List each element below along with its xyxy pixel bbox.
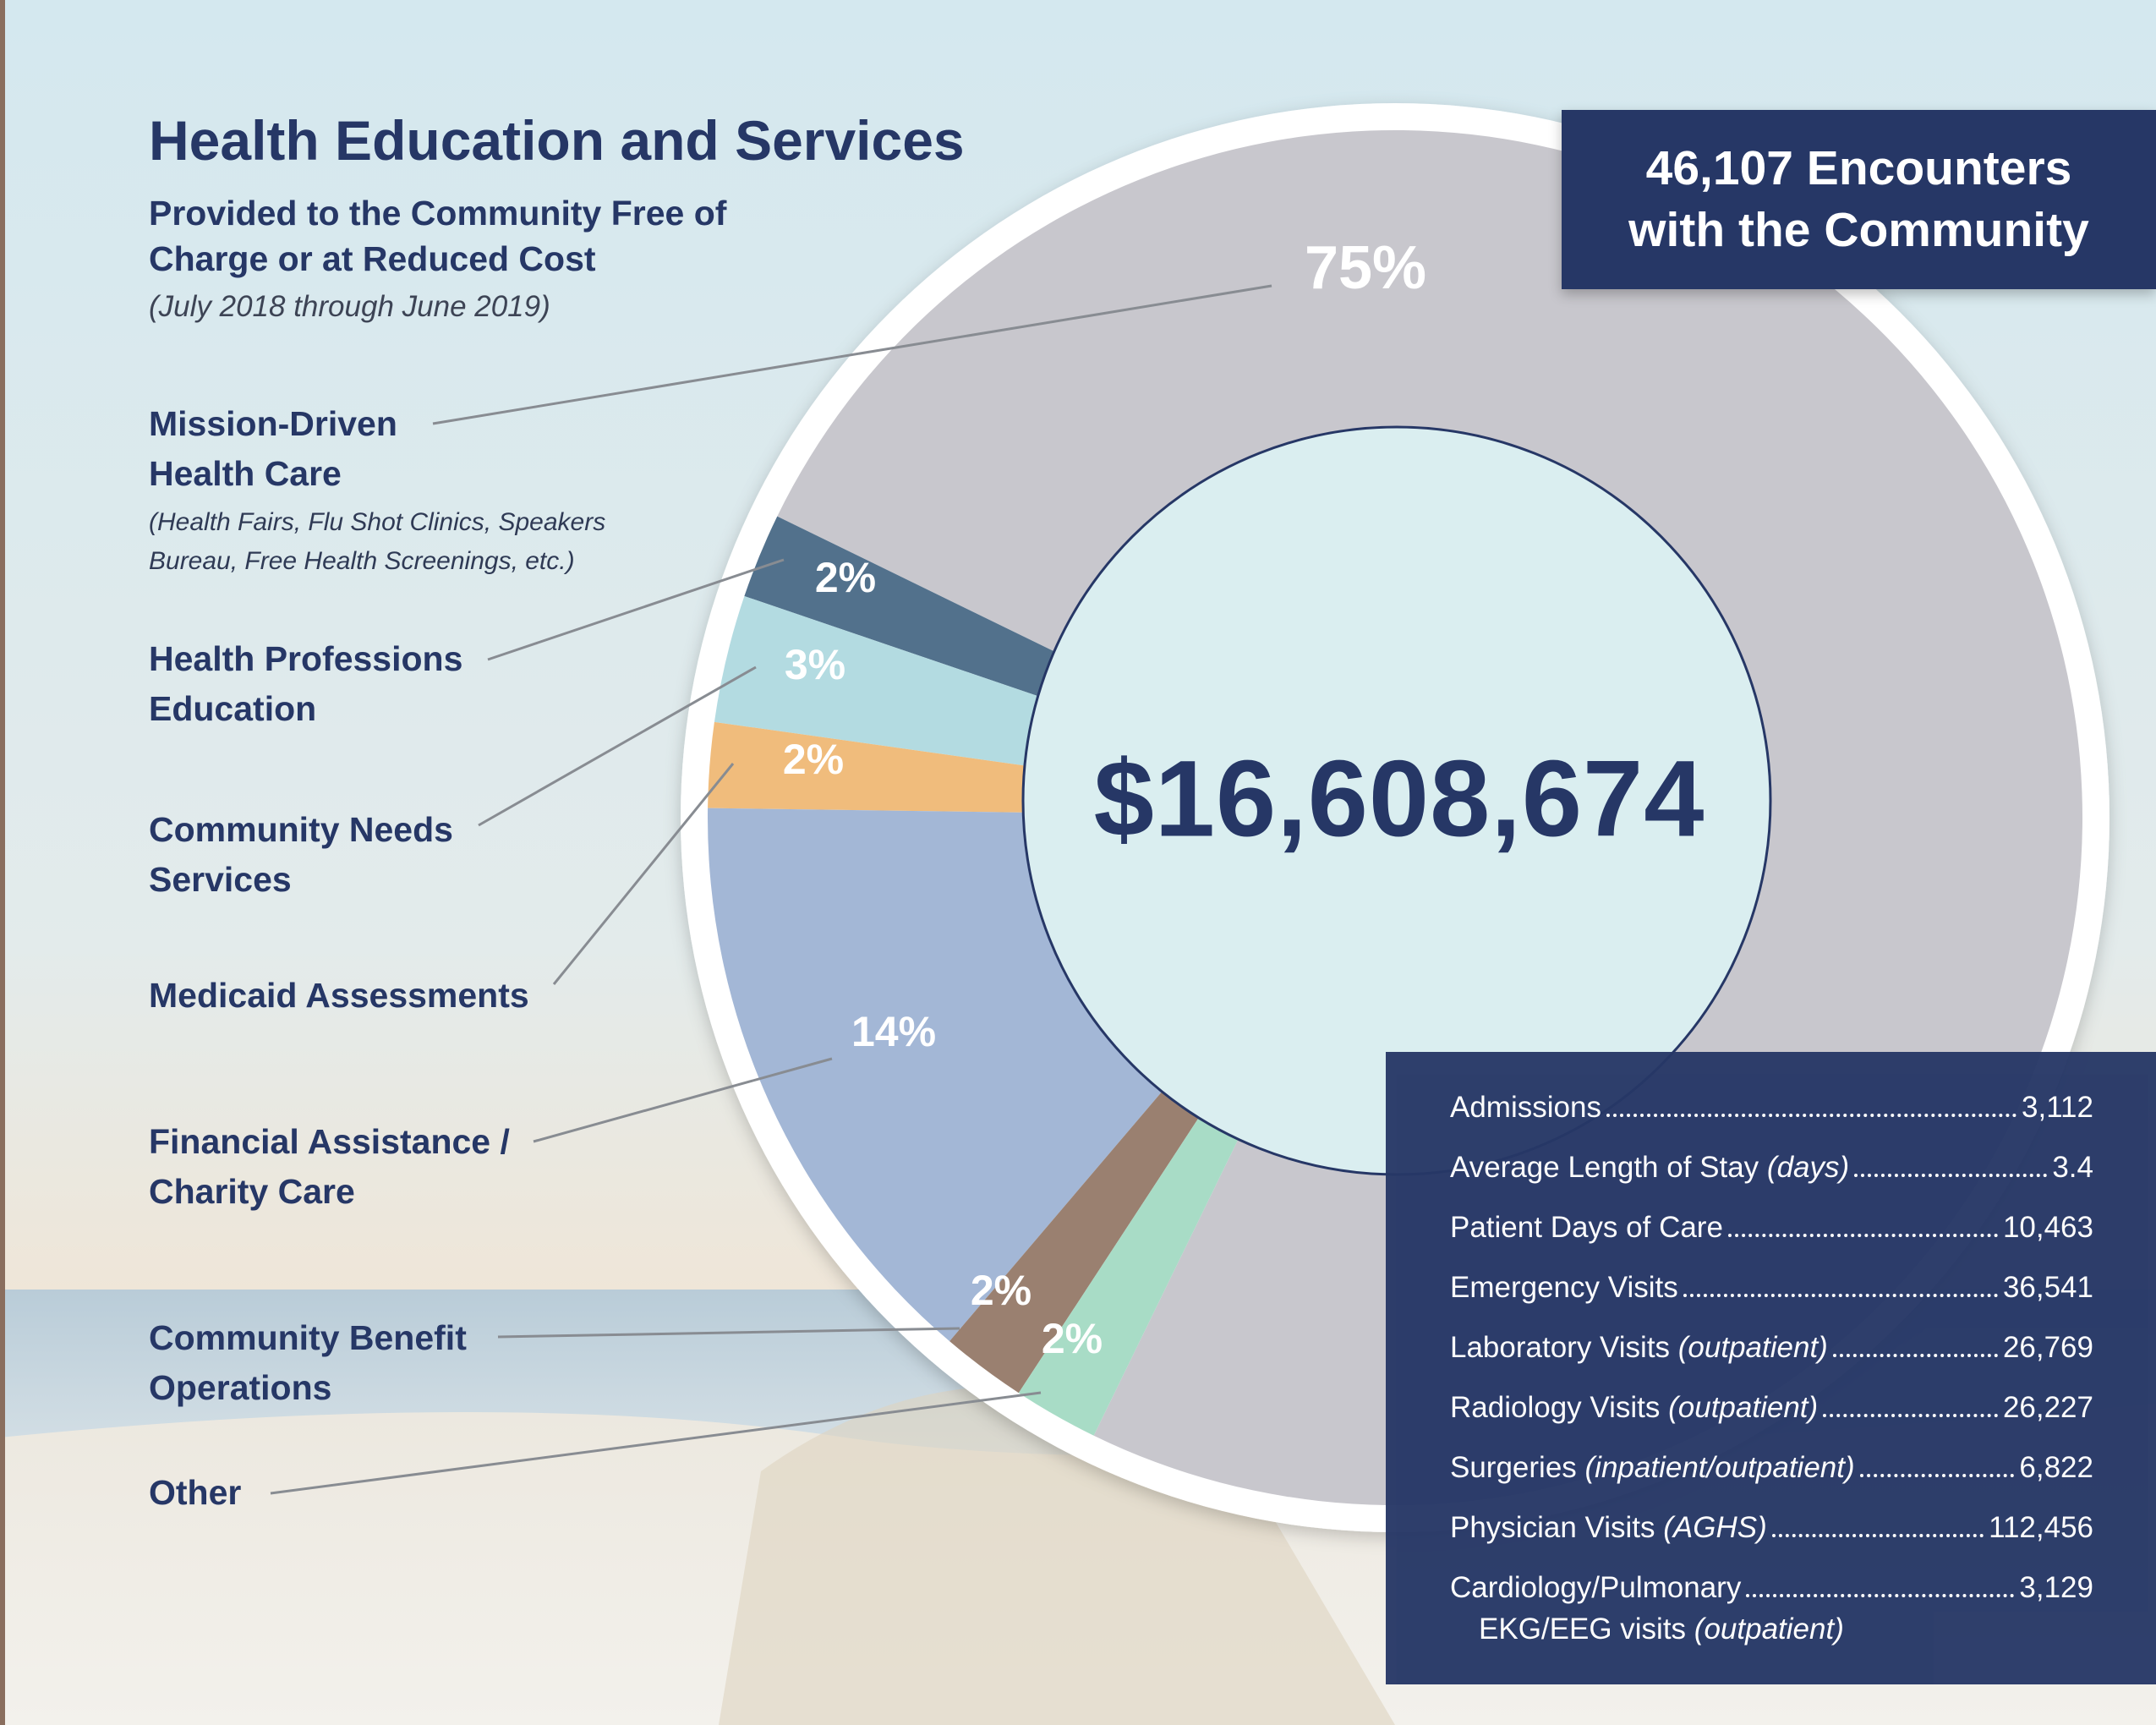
stat-label: Surgeries (inpatient/outpatient) [1450, 1451, 1855, 1485]
leader-line [270, 1391, 1042, 1495]
stat-note: (AGHS) [1663, 1511, 1767, 1544]
leader-line [497, 1327, 960, 1339]
stat-name: Cardiology/Pulmonary [1450, 1571, 1742, 1604]
encounters-text: 46,107 Encounters with the Community [1628, 141, 2089, 257]
leader-dots [1832, 1354, 1998, 1357]
stat-note: (outpatient) [1668, 1391, 1819, 1424]
category-label: Health Professions Education [149, 639, 463, 728]
stats-row: Surgeries (inpatient/outpatient) 6,822 [1450, 1451, 2093, 1511]
leader-line [432, 284, 1272, 425]
stat-name: Laboratory Visits [1450, 1331, 1671, 1364]
stat-sublabel: EKG/EEG visits [1479, 1613, 1687, 1646]
stat-name: Surgeries [1450, 1451, 1577, 1484]
value-label: 75% [1304, 234, 1427, 302]
value-label: 2% [782, 736, 845, 783]
stat-note: (outpatient) [1677, 1331, 1828, 1364]
stat-label: Admissions [1450, 1091, 1601, 1125]
category-label: Financial Assistance / Charity Care [149, 1122, 510, 1211]
stat-value: 3,112 [2022, 1091, 2093, 1124]
stat-value: 26,769 [2002, 1331, 2093, 1364]
stat-name: Admissions [1450, 1091, 1601, 1124]
stats-row: Average Length of Stay (days) 3.4 [1450, 1151, 2093, 1211]
category-label: Mission-Driven Health Care [149, 404, 397, 493]
stats-row: Physician Visits (AGHS) 112,456 [1450, 1511, 2093, 1571]
stat-note: (inpatient/outpatient) [1584, 1451, 1855, 1484]
leader-lines [270, 284, 1272, 1495]
stat-note: (days) [1766, 1151, 1850, 1184]
period: (July 2018 through June 2019) [149, 290, 550, 323]
stat-label: Radiology Visits (outpatient) [1450, 1391, 1818, 1425]
leader-dots [1727, 1234, 1998, 1237]
stats-row: Patient Days of Care 10,463 [1450, 1211, 2093, 1271]
value-label: 14% [851, 1008, 937, 1055]
leader-line [552, 763, 735, 985]
leader-dots [1771, 1534, 1984, 1537]
leader-line [533, 1057, 833, 1143]
leader-dots [1606, 1114, 2016, 1117]
value-label: 3% [784, 641, 846, 688]
stat-label: Laboratory Visits (outpatient) [1450, 1331, 1828, 1365]
stat-name: Patient Days of Care [1450, 1211, 1723, 1244]
stat-sublabel-line: EKG/EEG visits (outpatient) [1479, 1613, 2093, 1646]
stat-name: Emergency Visits [1450, 1271, 1678, 1304]
stats-row: Laboratory Visits (outpatient) 26,769 [1450, 1331, 2093, 1391]
value-label: 2% [970, 1267, 1032, 1314]
stat-value: 36,541 [2002, 1271, 2093, 1304]
edge-strip [0, 0, 5, 1725]
leader-dots [1746, 1594, 2015, 1597]
stat-value: 3.4 [2052, 1151, 2093, 1184]
stat-value: 10,463 [2002, 1211, 2093, 1244]
stats-row: Radiology Visits (outpatient) 26,227 [1450, 1391, 2093, 1451]
stat-value: 6,822 [2019, 1451, 2093, 1484]
encounters-box: 46,107 Encounters with the Community [1562, 110, 2156, 289]
stat-value: 3,129 [2019, 1571, 2093, 1604]
leader-dots [1823, 1414, 1998, 1417]
title: Health Education and Services [149, 109, 965, 172]
category-note: (Health Fairs, Flu Shot Clinics, Speaker… [149, 508, 606, 575]
value-label: 2% [814, 554, 877, 601]
stat-name: Radiology Visits [1450, 1391, 1661, 1424]
stat-name: Average Length of Stay [1450, 1151, 1759, 1184]
stat-value: 112,456 [1989, 1511, 2093, 1544]
leader-line [487, 558, 785, 661]
stat-label: Patient Days of Care [1450, 1211, 1723, 1245]
leader-dots [1854, 1174, 2048, 1177]
subtitle: Provided to the Community Free of Charge… [149, 194, 727, 278]
category-label: Community Benefit Operations [149, 1318, 467, 1407]
stat-name: Physician Visits [1450, 1511, 1655, 1544]
stat-label: Average Length of Stay (days) [1450, 1151, 1849, 1185]
stat-label: Cardiology/Pulmonary [1450, 1571, 1741, 1605]
category-label: Medicaid Assessments [149, 976, 529, 1015]
leader-dots [1683, 1294, 1998, 1297]
leader-line [478, 665, 757, 827]
stats-row: Emergency Visits 36,541 [1450, 1271, 2093, 1331]
stats-row: Admissions 3,112 [1450, 1091, 2093, 1151]
stat-label: Physician Visits (AGHS) [1450, 1511, 1767, 1545]
stats-row: Cardiology/Pulmonary 3,129 [1450, 1571, 2093, 1631]
stats-table: Admissions 3,112 Average Length of Stay (d… [1386, 1052, 2156, 1684]
category-label: Other [149, 1473, 242, 1512]
center-total: $16,608,674 [1093, 738, 1705, 860]
stat-value: 26,227 [2002, 1391, 2093, 1424]
stat-subnote: (outpatient) [1694, 1613, 1844, 1646]
value-label: 2% [1041, 1315, 1103, 1362]
stat-label: Emergency Visits [1450, 1271, 1678, 1305]
category-label: Community Needs Services [149, 810, 453, 899]
leader-dots [1859, 1474, 2015, 1477]
